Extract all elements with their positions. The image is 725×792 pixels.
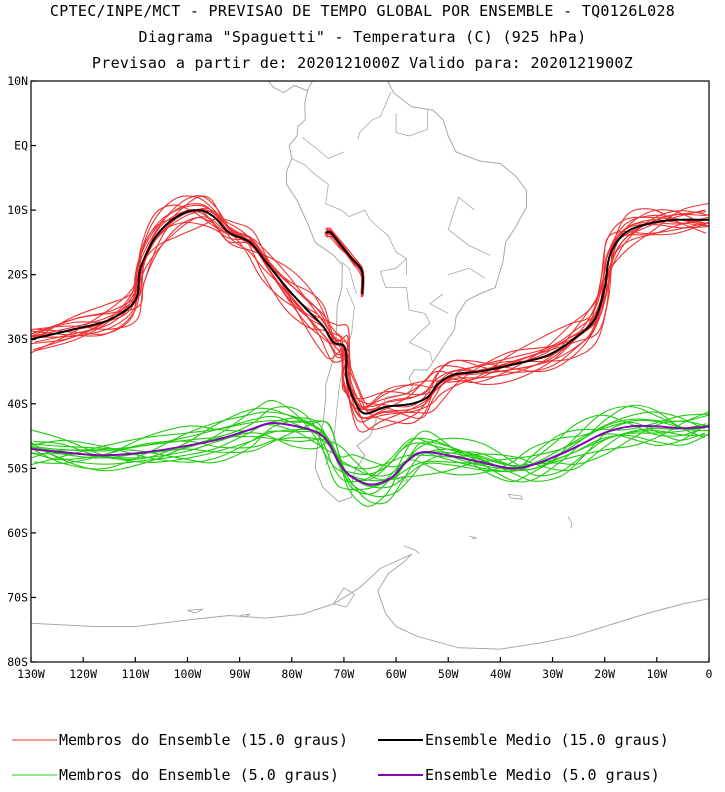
member-15-line: [31, 195, 709, 410]
member-5-line: [31, 420, 706, 483]
member-15-line: [31, 208, 706, 419]
political-border: [291, 158, 350, 217]
y-tick-label: 70S: [7, 590, 28, 604]
x-tick-label: 120W: [69, 667, 97, 681]
x-tick-label: 10W: [646, 667, 667, 681]
member-15-line: [34, 211, 709, 419]
mean-15-andes-line: [325, 230, 364, 295]
x-tick-label: 20W: [594, 667, 615, 681]
coast-island: [395, 475, 409, 484]
coast-island: [187, 608, 204, 614]
x-tick-label: 80W: [281, 667, 302, 681]
member-5-line: [31, 406, 709, 491]
legend-label: Ensemble Medio (15.0 graus): [425, 731, 669, 749]
mean-5-line: [31, 422, 709, 486]
member-15-line: [33, 195, 709, 400]
member-5-line: [34, 411, 709, 482]
contour-lines: [31, 195, 709, 507]
coast-south-america: [286, 81, 527, 503]
coast-island: [403, 545, 420, 554]
coast-island: [567, 516, 573, 529]
coast-island: [332, 587, 356, 608]
y-tick-label: 50S: [7, 461, 28, 475]
x-tick-label: 70W: [334, 667, 355, 681]
x-tick-label: 40W: [490, 667, 511, 681]
coast-island: [468, 535, 478, 540]
y-tick-label: 30S: [7, 332, 28, 346]
y-tick-label: 10N: [7, 74, 28, 88]
political-border: [379, 258, 407, 288]
member-15-line: [31, 203, 709, 412]
y-tick-label: 60S: [7, 526, 28, 540]
member-15-andes-line: [325, 232, 363, 296]
y-tick-label: 10S: [7, 203, 28, 217]
political-border: [395, 110, 428, 137]
political-border: [429, 293, 449, 314]
x-tick-label: 30W: [542, 667, 563, 681]
legend-label: Ensemble Medio (5.0 graus): [425, 766, 660, 784]
member-5-line: [33, 407, 708, 495]
member-15-line: [31, 204, 707, 407]
chart-title-line3: Previsao a partir de: 2020121000Z Valido…: [91, 54, 634, 72]
x-tick-label: 100W: [174, 667, 202, 681]
mean-15-line: [31, 209, 709, 415]
member-5-line: [31, 426, 706, 477]
member-15-line: [31, 195, 706, 410]
chart-title-line1: CPTEC/INPE/MCT - PREVISAO DE TEMPO GLOBA…: [49, 2, 676, 20]
coast-antarctica: [31, 553, 709, 650]
coast-island: [507, 493, 523, 500]
political-border: [385, 287, 431, 343]
member-15-line: [31, 208, 707, 408]
x-tick-label: 60W: [386, 667, 407, 681]
political-border: [448, 267, 485, 279]
coast-caribbean: [328, 70, 380, 77]
member-15-line: [33, 210, 709, 419]
member-5-line: [31, 404, 705, 507]
plot-frame: [30, 80, 710, 663]
x-tick-label: 0: [706, 667, 713, 681]
member-5-line: [31, 428, 709, 483]
legend-label: Membros do Ensemble (5.0 graus): [59, 766, 339, 784]
y-tick-label: 40S: [7, 397, 28, 411]
political-border: [301, 136, 345, 159]
political-border: [357, 91, 392, 140]
legend: Membros do Ensemble (15.0 graus) Ensemble…: [12, 731, 669, 784]
political-border: [325, 287, 355, 466]
political-border: [447, 196, 491, 256]
x-tick-label: 130W: [17, 667, 45, 681]
x-tick-label: 50W: [438, 667, 459, 681]
legend-label: Membros do Ensemble (15.0 graus): [59, 731, 348, 749]
y-tick-label: EQ: [14, 139, 28, 153]
coast-central-america: [267, 81, 308, 94]
coastline-map: [31, 70, 709, 650]
y-tick-label: 80S: [7, 655, 28, 669]
x-tick-label: 90W: [229, 667, 250, 681]
political-border: [341, 261, 358, 295]
political-border: [408, 342, 433, 364]
member-5-line: [31, 399, 709, 489]
x-tick-label: 110W: [121, 667, 149, 681]
member-15-line: [33, 216, 709, 433]
y-tick-label: 20S: [7, 268, 28, 282]
chart-title-line2: Diagrama "Spaguetti" - Temperatura (C) (…: [138, 28, 587, 46]
coast-island: [239, 613, 251, 618]
member-15-line: [34, 204, 709, 408]
